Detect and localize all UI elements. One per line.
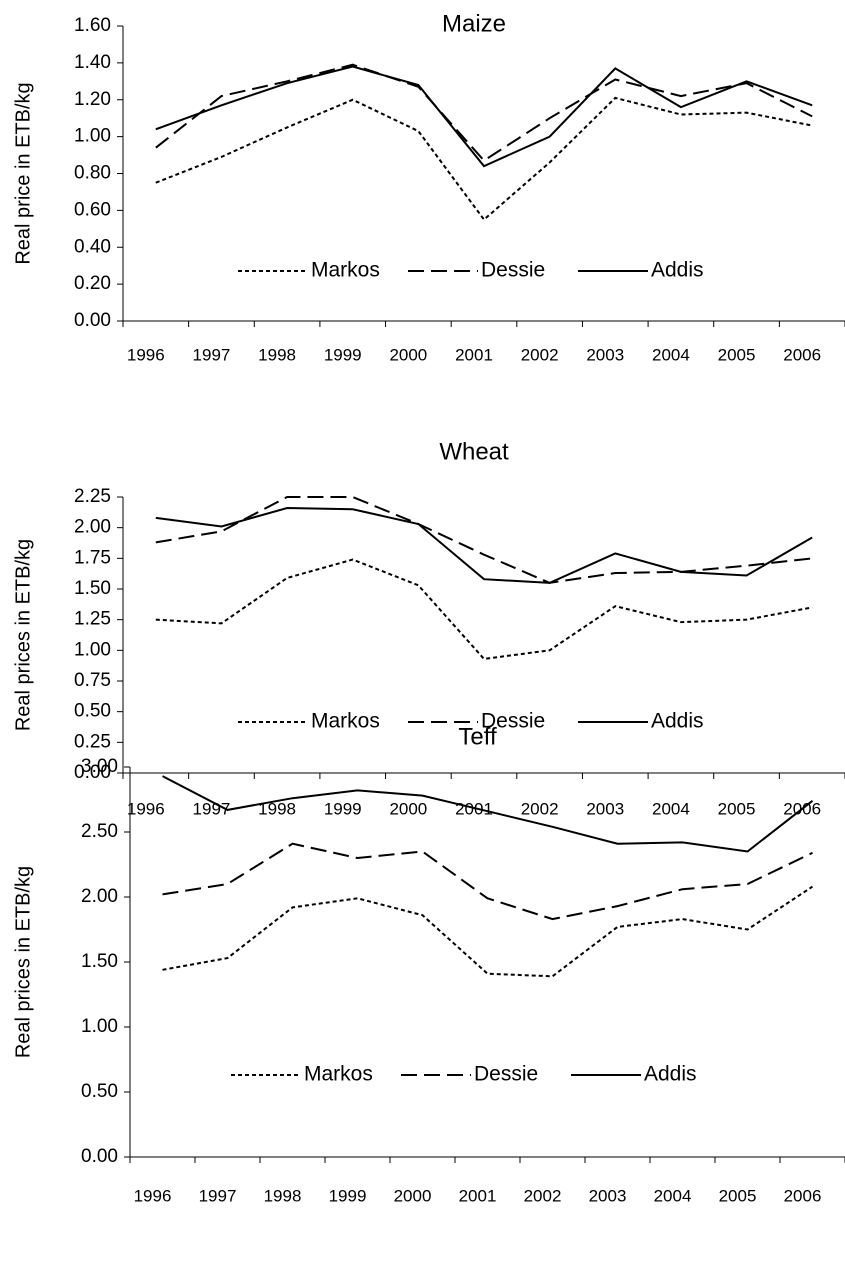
x-tick-label: 2002 [524, 1186, 562, 1205]
y-tick-label: 0.80 [74, 163, 111, 184]
x-tick-label: 2000 [394, 1186, 432, 1205]
x-tick-label: 2000 [389, 345, 427, 364]
y-tick-label: 1.00 [74, 639, 111, 660]
legend-label: Dessie [474, 1063, 538, 1086]
y-tick-label: 1.75 [74, 547, 111, 568]
x-tick-label: 2003 [589, 1186, 627, 1205]
y-tick-label: 0.40 [74, 236, 111, 257]
chart-title: Wheat [439, 438, 509, 465]
series-line [155, 507, 813, 584]
y-tick-label: 1.40 [74, 52, 111, 73]
x-tick-label: 1999 [329, 1186, 367, 1205]
x-tick-label: 2006 [784, 1186, 822, 1205]
x-tick-label: 1996 [127, 345, 165, 364]
series-line [155, 496, 813, 584]
y-tick-label: 0.25 [74, 731, 111, 752]
x-tick-label: 2001 [455, 345, 493, 364]
y-tick-label: 1.00 [74, 126, 111, 147]
x-tick-label: 2001 [459, 1186, 497, 1205]
x-tick-label: 1997 [193, 799, 231, 818]
y-tick-label: 0.50 [74, 701, 111, 722]
x-tick-label: 2005 [719, 1186, 757, 1205]
y-tick-label: 0.00 [74, 310, 111, 331]
y-tick-label: 3.00 [81, 756, 118, 777]
legend-label: Addis [651, 710, 704, 733]
x-tick-label: 2003 [586, 799, 624, 818]
legend-label: Markos [311, 259, 380, 282]
x-tick-label: 2004 [654, 1186, 692, 1205]
series-line [162, 775, 814, 853]
series-line [155, 558, 813, 660]
y-tick-label: 0.60 [74, 199, 111, 220]
x-tick-label: 1996 [134, 1186, 172, 1205]
x-tick-label: 2006 [783, 345, 821, 364]
series-line [155, 65, 813, 168]
y-tick-label: 1.60 [74, 15, 111, 36]
y-tick-label: 0.00 [81, 1146, 118, 1167]
x-tick-label: 1998 [258, 345, 296, 364]
y-tick-label: 1.25 [74, 609, 111, 630]
y-tick-label: 2.00 [81, 886, 118, 907]
y-axis-label: Real prices in ETB/kg [12, 866, 34, 1058]
series-line [155, 96, 813, 222]
x-tick-label: 2000 [389, 799, 427, 818]
y-tick-label: 1.00 [81, 1016, 118, 1037]
y-tick-label: 1.50 [74, 578, 111, 599]
series-line [162, 842, 813, 921]
y-axis-label: Real price in ETB/kg [12, 82, 34, 264]
x-tick-label: 2005 [718, 799, 756, 818]
y-tick-label: 0.50 [81, 1081, 118, 1102]
y-tick-label: 1.50 [81, 951, 118, 972]
x-tick-label: 1996 [127, 799, 165, 818]
legend-label: Addis [644, 1063, 697, 1086]
series-line [162, 885, 814, 978]
series-line [155, 63, 813, 162]
legend-label: Markos [311, 710, 380, 733]
x-tick-label: 1997 [193, 345, 231, 364]
x-tick-label: 1997 [199, 1186, 237, 1205]
y-tick-label: 2.25 [74, 486, 111, 507]
legend-label: Addis [651, 259, 704, 282]
legend-label: Dessie [481, 259, 545, 282]
y-tick-label: 2.50 [81, 821, 118, 842]
chart-title: Maize [442, 10, 506, 37]
x-tick-label: 1998 [264, 1186, 302, 1205]
x-tick-label: 2002 [521, 345, 559, 364]
y-axis-label: Real prices in ETB/kg [12, 539, 34, 731]
legend-label: Markos [304, 1063, 373, 1086]
x-tick-label: 2004 [652, 799, 690, 818]
x-tick-label: 2002 [521, 799, 559, 818]
legend-label: Dessie [481, 710, 545, 733]
x-tick-label: 2005 [718, 345, 756, 364]
y-tick-label: 0.00 [74, 762, 111, 783]
y-tick-label: 0.20 [74, 273, 111, 294]
x-tick-label: 2004 [652, 345, 690, 364]
y-tick-label: 1.20 [74, 89, 111, 110]
x-tick-label: 1998 [258, 799, 296, 818]
x-tick-label: 1999 [324, 799, 362, 818]
y-tick-label: 2.00 [74, 517, 111, 538]
chart-title: Teff [458, 723, 497, 750]
x-tick-label: 1999 [324, 345, 362, 364]
y-tick-label: 0.75 [74, 670, 111, 691]
x-tick-label: 2003 [586, 345, 624, 364]
